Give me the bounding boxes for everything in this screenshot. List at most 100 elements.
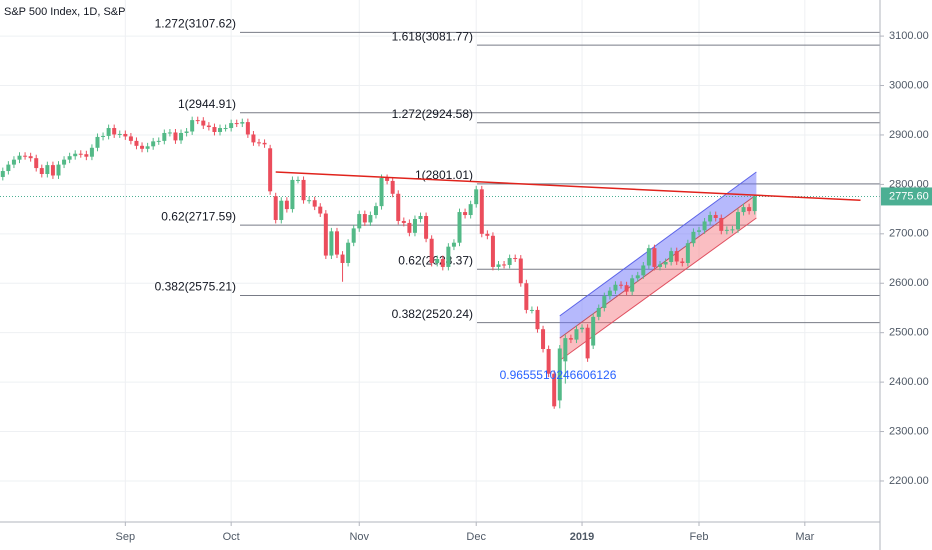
y-tick-label: 2700.00 bbox=[889, 228, 929, 240]
candle-body bbox=[251, 134, 256, 143]
candle-body bbox=[485, 233, 490, 236]
y-tick-label: 2500.00 bbox=[889, 327, 929, 339]
candle-body bbox=[78, 153, 83, 155]
candle-body bbox=[257, 142, 262, 144]
candle-body bbox=[50, 165, 55, 176]
candle-body bbox=[747, 207, 752, 212]
candle-body bbox=[351, 228, 356, 243]
x-tick-label: Nov bbox=[349, 531, 369, 543]
candle-body bbox=[206, 125, 211, 128]
candle-body bbox=[323, 213, 328, 256]
candle-body bbox=[262, 142, 267, 145]
candle-body bbox=[635, 275, 640, 279]
candle-body bbox=[529, 309, 534, 311]
candle-body bbox=[62, 159, 67, 165]
candle-body bbox=[373, 206, 378, 216]
x-tick-label: 2019 bbox=[570, 531, 594, 543]
candle-body bbox=[295, 179, 300, 181]
candle-body bbox=[641, 265, 646, 276]
candle-body bbox=[162, 132, 167, 141]
fib-label: 0.382(2520.24) bbox=[392, 307, 473, 321]
y-tick-label: 2300.00 bbox=[889, 425, 929, 437]
candle-body bbox=[674, 251, 679, 262]
candle-body bbox=[708, 215, 713, 222]
candle-body bbox=[468, 204, 473, 216]
candle-body bbox=[346, 242, 351, 263]
candle-body bbox=[607, 290, 612, 297]
candle-body bbox=[301, 179, 306, 201]
y-tick-label: 3000.00 bbox=[889, 79, 929, 91]
candle-body bbox=[585, 327, 590, 359]
candle-body bbox=[490, 235, 495, 267]
candle-body bbox=[89, 147, 94, 157]
candle-body bbox=[379, 177, 384, 207]
candle-body bbox=[580, 327, 585, 330]
candle-body bbox=[619, 284, 624, 286]
candle-body bbox=[396, 193, 401, 221]
candle-body bbox=[697, 230, 702, 232]
candle-body bbox=[368, 215, 373, 223]
candle-body bbox=[145, 146, 150, 149]
candle-body bbox=[719, 217, 724, 231]
fib-label: 1(2944.91) bbox=[178, 97, 236, 111]
candle-body bbox=[741, 207, 746, 213]
candle-body bbox=[151, 141, 156, 147]
candle-body bbox=[184, 131, 189, 133]
y-tick-label: 2400.00 bbox=[889, 376, 929, 388]
candle-body bbox=[195, 120, 200, 122]
candle-body bbox=[245, 122, 250, 135]
candle-body bbox=[507, 258, 512, 265]
candle-body bbox=[591, 316, 596, 346]
candle-body bbox=[524, 283, 529, 310]
candle-body bbox=[0, 171, 5, 177]
x-tick-label: Oct bbox=[223, 531, 240, 543]
candle-body bbox=[101, 135, 106, 137]
candle-body bbox=[418, 216, 423, 219]
candle-body bbox=[17, 155, 22, 160]
candle-body bbox=[513, 258, 518, 260]
candle-body bbox=[463, 212, 468, 216]
candle-body bbox=[451, 242, 456, 247]
candle-body bbox=[128, 136, 133, 141]
candle-body bbox=[596, 307, 601, 317]
candle-body bbox=[67, 156, 72, 160]
x-tick-label: Feb bbox=[690, 531, 709, 543]
y-tick-label: 2200.00 bbox=[889, 475, 929, 487]
candle-body bbox=[190, 120, 195, 132]
candle-body bbox=[691, 231, 696, 244]
candle-body bbox=[658, 264, 663, 267]
candle-body bbox=[646, 248, 651, 266]
candle-body bbox=[329, 231, 334, 256]
x-tick-label: Sep bbox=[116, 531, 136, 543]
candle-body bbox=[28, 156, 33, 159]
candle-body bbox=[23, 155, 28, 157]
candle-body bbox=[669, 251, 674, 262]
candle-body bbox=[563, 338, 568, 362]
candle-body bbox=[318, 206, 323, 214]
candle-body bbox=[106, 128, 111, 136]
candle-body bbox=[223, 128, 228, 130]
candle-body bbox=[702, 221, 707, 231]
candle-body bbox=[173, 132, 178, 141]
candle-body bbox=[140, 145, 145, 149]
candle-body bbox=[362, 214, 367, 223]
candle-body bbox=[663, 261, 668, 265]
candle-body bbox=[201, 120, 206, 126]
candle-body bbox=[123, 133, 128, 137]
candle-body bbox=[440, 259, 445, 267]
fib-label: 1.272(3107.62) bbox=[155, 16, 236, 30]
candle-body bbox=[73, 153, 78, 157]
candle-body bbox=[273, 196, 278, 220]
candle-body bbox=[457, 212, 462, 243]
last-price-label: 2775.60 bbox=[889, 190, 929, 202]
candle-body bbox=[112, 128, 117, 135]
candle-body bbox=[218, 128, 223, 132]
candle-body bbox=[357, 214, 362, 229]
candle-body bbox=[446, 246, 451, 267]
x-tick-label: Dec bbox=[466, 531, 486, 543]
chart-title: S&P 500 Index, 1D, S&P bbox=[4, 6, 125, 18]
candle-body bbox=[652, 248, 657, 267]
candle-body bbox=[724, 229, 729, 231]
